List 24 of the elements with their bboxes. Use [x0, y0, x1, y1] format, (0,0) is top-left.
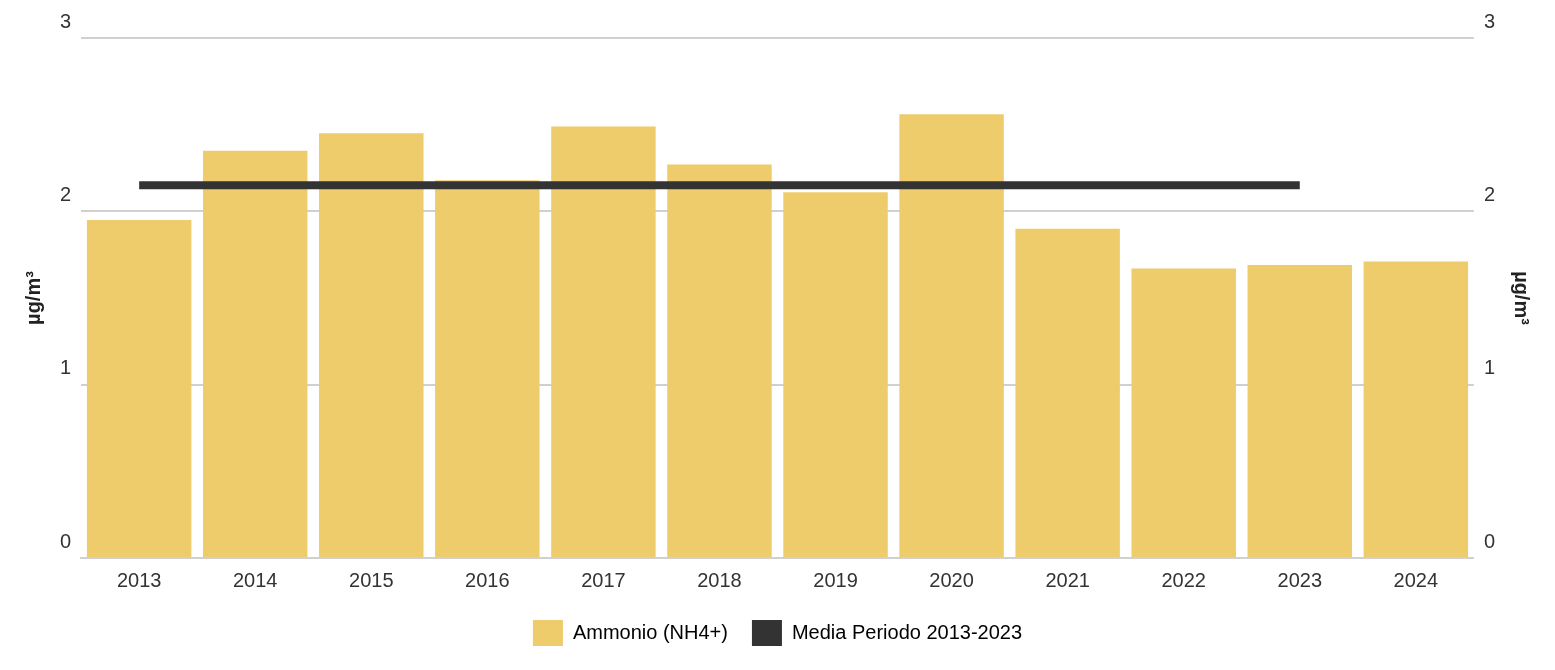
x-tick-label: 2017	[581, 568, 626, 591]
legend-label: Media Periodo 2013-2023	[791, 620, 1023, 643]
y2-tick-label: 2	[1483, 182, 1495, 205]
y2-axis-title: µg/m³	[1511, 271, 1534, 326]
x-tick-label: 2020	[929, 568, 974, 591]
y-tick-label: 2	[60, 182, 72, 205]
y-tick-label: 3	[60, 9, 72, 32]
x-tick-label: 2015	[349, 568, 394, 591]
x-tick-label: 2019	[813, 568, 858, 591]
y2-tick-label: 0	[1483, 529, 1495, 552]
x-tick-label: 2024	[1393, 568, 1439, 591]
x-tick-label: 2014	[232, 568, 278, 591]
y-tick-label: 0	[60, 529, 72, 552]
y-axis-title: µg/m³	[21, 270, 44, 325]
x-tick-label: 2013	[116, 568, 162, 591]
x-tick-label: 2021	[1045, 568, 1090, 591]
x-tick-label: 2018	[697, 568, 742, 591]
legend-label: Ammonio (NH4+)	[572, 620, 728, 643]
x-tick-label: 2022	[1161, 568, 1206, 591]
y-tick-label: 1	[60, 356, 72, 379]
x-tick-label: 2023	[1277, 568, 1323, 591]
y2-tick-label: 3	[1483, 9, 1495, 32]
y2-tick-label: 1	[1483, 356, 1495, 379]
x-tick-label: 2016	[465, 568, 510, 591]
